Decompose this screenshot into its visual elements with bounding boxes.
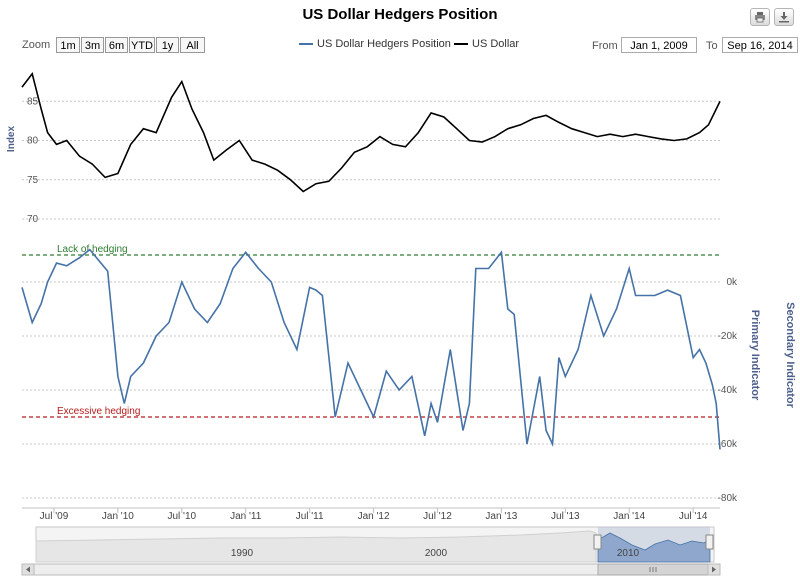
x-axis-tick-label: Jul '14: [679, 511, 708, 522]
gridlines: [22, 100, 720, 499]
zoom-button-6m[interactable]: 6m: [105, 37, 128, 53]
top-y-tick-label: 70: [27, 214, 39, 225]
navigator-label-1990: 1990: [231, 548, 254, 559]
navigator[interactable]: 1990 2000 2010: [35, 526, 715, 563]
top-y-axis: 70 75 80 85: [27, 96, 39, 225]
bottom-y-tick-label: -80k: [718, 493, 738, 504]
us-dollar-series-line: [21, 72, 721, 193]
top-y-tick-label: 75: [27, 175, 39, 186]
x-axis-tick-label: Jul '11: [296, 511, 324, 522]
x-axis-tick-label: Jul '13: [551, 511, 580, 522]
export-button[interactable]: [774, 8, 794, 26]
x-axis-tick-label: Jul '10: [168, 511, 197, 522]
navigator-right-handle[interactable]: [705, 534, 714, 550]
bottom-y-tick-label: -60k: [718, 439, 738, 450]
top-y-tick-label: 80: [27, 136, 39, 147]
x-axis-tick-label: Jan '11: [230, 511, 262, 522]
zoom-button-1m[interactable]: 1m: [56, 37, 80, 53]
annotations: Lack of hedging Excessive hedging: [22, 244, 720, 418]
x-axis-tick-label: Jan '14: [613, 511, 645, 522]
legend-label-us-dollar: US Dollar: [472, 38, 520, 50]
scroll-right-icon: [712, 566, 716, 573]
x-axis-tick-label: Jul '12: [423, 511, 452, 522]
download-icon: [779, 12, 789, 23]
hedgers-series-line: [21, 248, 721, 450]
x-axis-tick-label: Jan '12: [358, 511, 390, 522]
x-axis-ticks: Jul '09 Jan '10 Jul '10 Jan '11 Jul '11 Jan '…: [40, 508, 708, 522]
to-label: To: [706, 40, 718, 52]
navigator-history-area: [35, 530, 597, 563]
zoom-button-all[interactable]: All: [180, 37, 205, 53]
bottom-y-tick-label: -20k: [718, 331, 738, 342]
legend-swatch-hedgers: [299, 43, 313, 46]
zoom-button-3m[interactable]: 3m: [81, 37, 104, 53]
from-label: From: [592, 40, 618, 52]
print-icon: [755, 12, 765, 23]
top-y-tick-label: 85: [27, 96, 39, 107]
legend-item-us-dollar[interactable]: US Dollar: [454, 38, 519, 50]
chart-title: US Dollar Hedgers Position: [302, 6, 498, 23]
navigator-label-2000: 2000: [425, 548, 448, 559]
x-axis-tick-label: Jul '09: [40, 511, 69, 522]
zoom-label: Zoom: [22, 39, 51, 51]
print-button[interactable]: [750, 8, 770, 26]
lack-of-hedging-label: Lack of hedging: [57, 244, 128, 255]
zoom-button-ytd[interactable]: YTD: [129, 37, 155, 53]
legend-label-hedgers: US Dollar Hedgers Position: [317, 38, 451, 50]
top-y-axis-title: Index: [6, 126, 17, 153]
legend-item-hedgers[interactable]: US Dollar Hedgers Position: [299, 38, 451, 50]
primary-y-axis-title: Primary Indicator: [749, 310, 761, 401]
bottom-y-tick-label: -40k: [718, 385, 738, 396]
secondary-y-axis-title: Secondary Indicator: [784, 302, 796, 408]
zoom-button-1y[interactable]: 1y: [156, 37, 179, 53]
scroll-left-icon: [26, 566, 30, 573]
from-date-input[interactable]: Jan 1, 2009: [621, 37, 697, 53]
excessive-hedging-label: Excessive hedging: [57, 406, 140, 417]
bottom-y-tick-label: 0k: [726, 277, 738, 288]
x-axis-tick-label: Jan '13: [485, 511, 517, 522]
bottom-y-axis: 0k -20k -40k -60k -80k: [718, 277, 738, 504]
navigator-left-handle[interactable]: [593, 534, 602, 550]
scrollbar[interactable]: [21, 563, 721, 576]
to-date-input[interactable]: Sep 16, 2014: [722, 37, 798, 53]
x-axis-tick-label: Jan '10: [102, 511, 134, 522]
legend-swatch-us-dollar: [454, 43, 468, 46]
navigator-label-2010: 2010: [617, 548, 640, 559]
